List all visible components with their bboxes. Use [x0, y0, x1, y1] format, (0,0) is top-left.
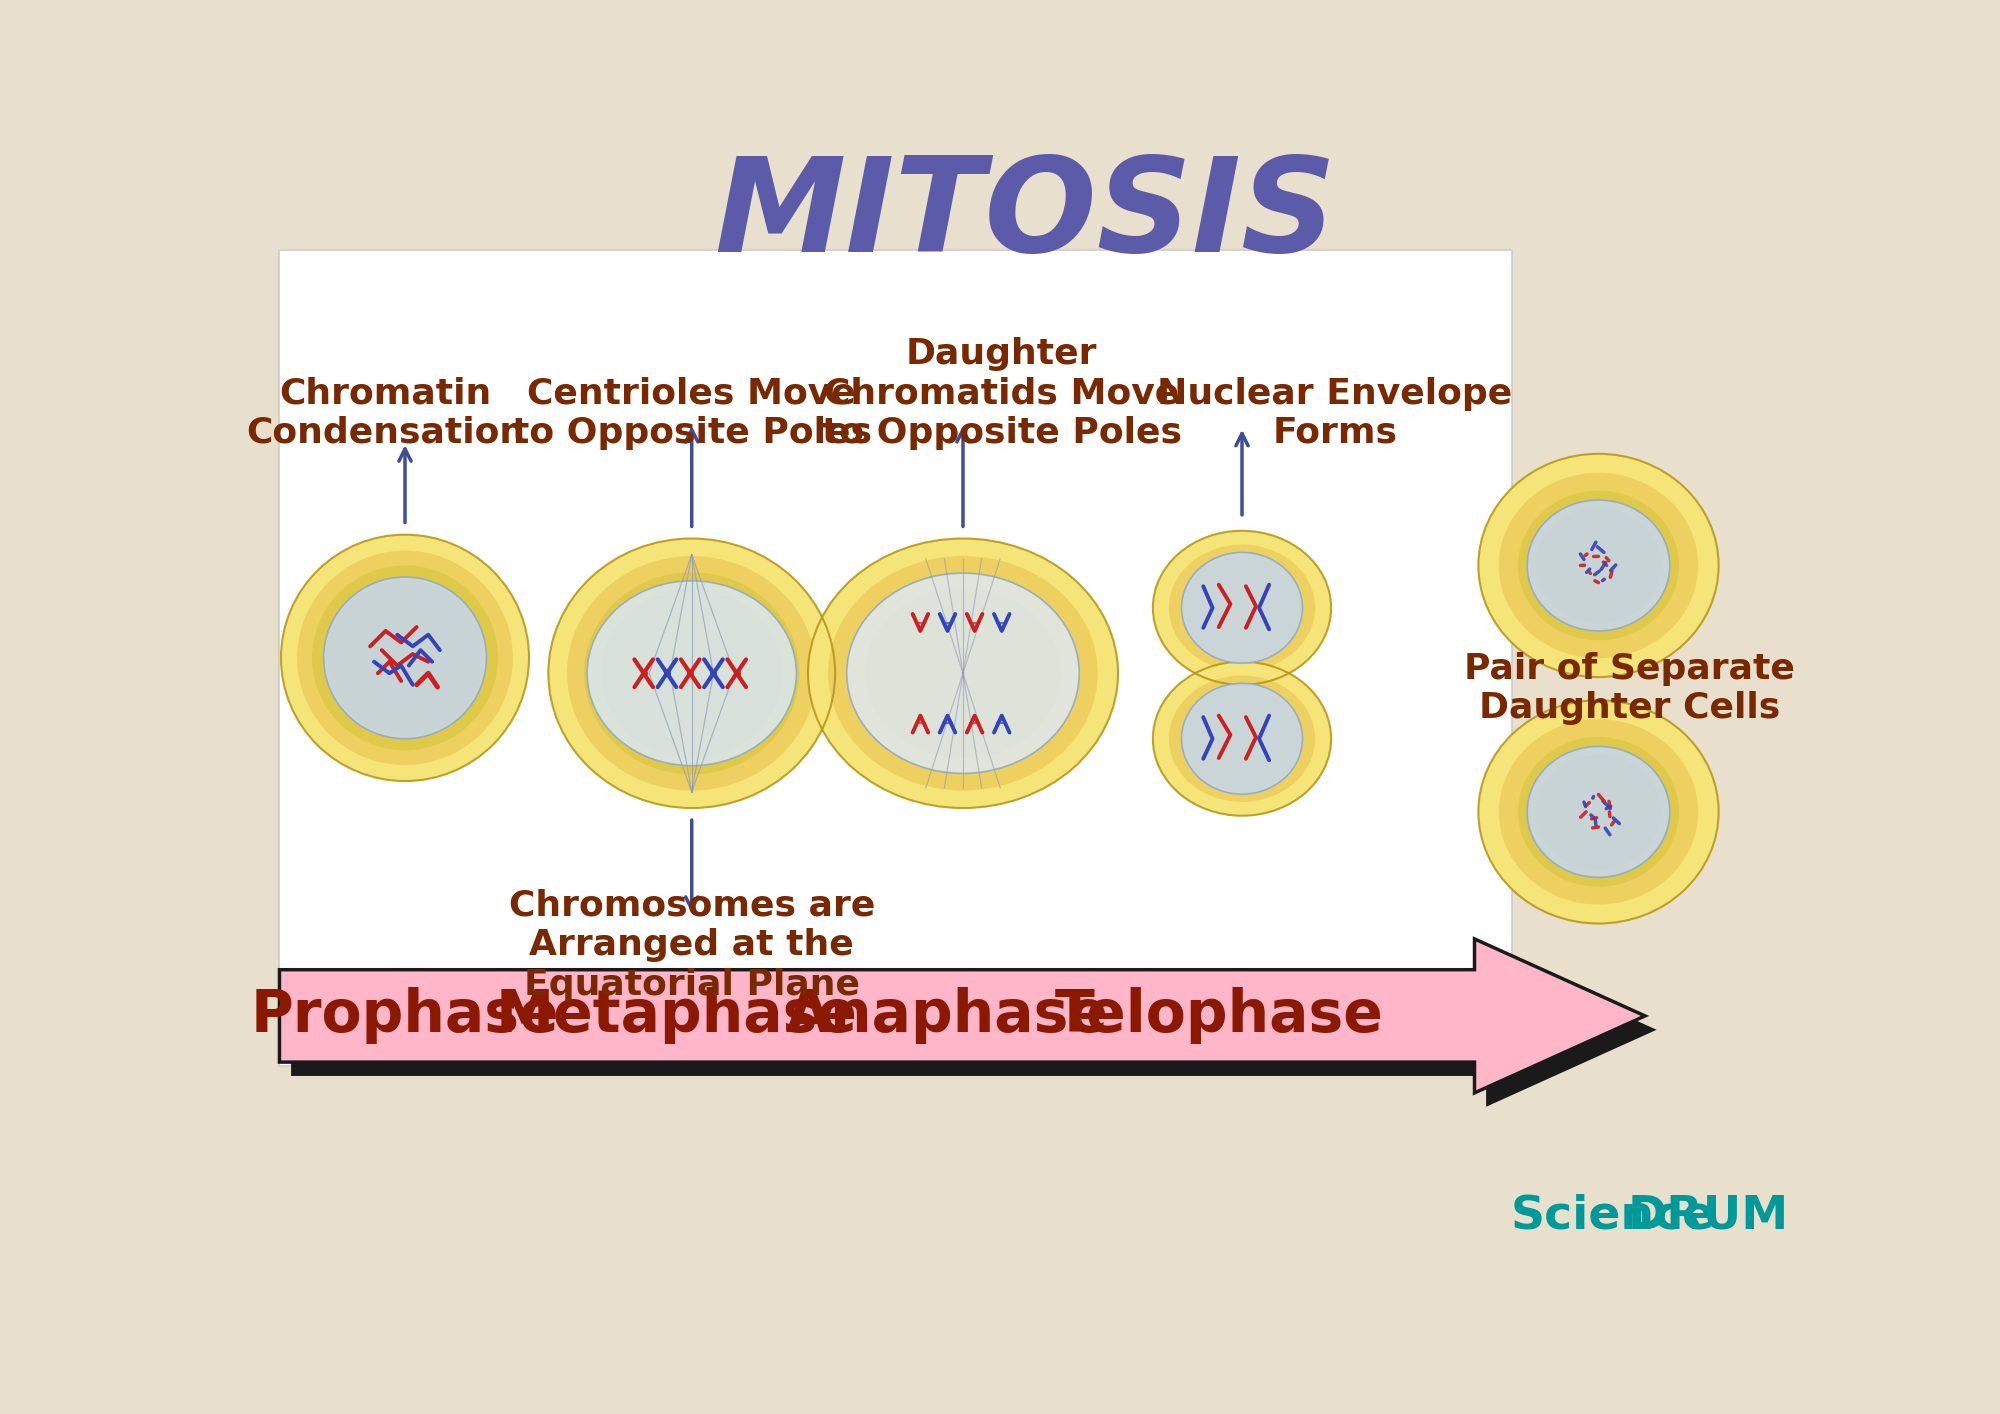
Ellipse shape	[1184, 557, 1300, 659]
Text: Anaphase: Anaphase	[786, 987, 1108, 1045]
Ellipse shape	[1182, 683, 1302, 795]
Ellipse shape	[312, 566, 498, 751]
Text: Pair of Separate
Daughter Cells: Pair of Separate Daughter Cells	[1464, 652, 1794, 725]
Polygon shape	[292, 953, 1656, 1107]
Ellipse shape	[1528, 501, 1670, 631]
Ellipse shape	[588, 581, 796, 765]
Ellipse shape	[808, 539, 1118, 807]
Ellipse shape	[324, 577, 486, 738]
Ellipse shape	[1478, 454, 1718, 677]
Ellipse shape	[1184, 687, 1300, 789]
Polygon shape	[280, 939, 1644, 1093]
Text: Prophase: Prophase	[250, 987, 560, 1045]
Ellipse shape	[866, 588, 1060, 758]
Ellipse shape	[568, 556, 816, 790]
Text: MITOSIS: MITOSIS	[714, 151, 1336, 279]
Text: Science: Science	[1510, 1193, 1714, 1239]
Ellipse shape	[846, 573, 1080, 773]
Ellipse shape	[1528, 747, 1670, 877]
Ellipse shape	[1518, 737, 1678, 887]
Ellipse shape	[1168, 544, 1316, 672]
Text: Chromosomes are
Arranged at the
Equatorial Plane: Chromosomes are Arranged at the Equatori…	[508, 889, 874, 1001]
Ellipse shape	[846, 573, 1080, 775]
Ellipse shape	[1518, 491, 1678, 641]
Text: Chromatin
Condensation: Chromatin Condensation	[246, 376, 526, 450]
Text: Centrioles Move
to Opposite Poles: Centrioles Move to Opposite Poles	[512, 376, 872, 450]
Ellipse shape	[548, 539, 836, 807]
Ellipse shape	[1498, 720, 1698, 905]
Ellipse shape	[1152, 530, 1332, 684]
Text: Telophase: Telophase	[1054, 987, 1384, 1045]
Ellipse shape	[298, 550, 512, 765]
Ellipse shape	[1478, 700, 1718, 923]
Ellipse shape	[1168, 676, 1316, 802]
Text: Nuclear Envelope
Forms: Nuclear Envelope Forms	[1158, 376, 1512, 450]
Ellipse shape	[1536, 508, 1660, 624]
Ellipse shape	[1536, 754, 1660, 870]
Ellipse shape	[584, 573, 800, 775]
Ellipse shape	[1498, 472, 1698, 658]
Ellipse shape	[326, 580, 484, 735]
Ellipse shape	[1182, 553, 1302, 663]
Ellipse shape	[828, 556, 1098, 790]
Ellipse shape	[1152, 662, 1332, 816]
Text: DRUM: DRUM	[1628, 1193, 1788, 1239]
Polygon shape	[280, 250, 1512, 1066]
Ellipse shape	[280, 534, 528, 781]
Text: Daughter
Chromatids Move
to Opposite Poles: Daughter Chromatids Move to Opposite Pol…	[822, 337, 1182, 450]
Ellipse shape	[602, 588, 782, 758]
Text: Metaphase: Metaphase	[496, 987, 858, 1045]
